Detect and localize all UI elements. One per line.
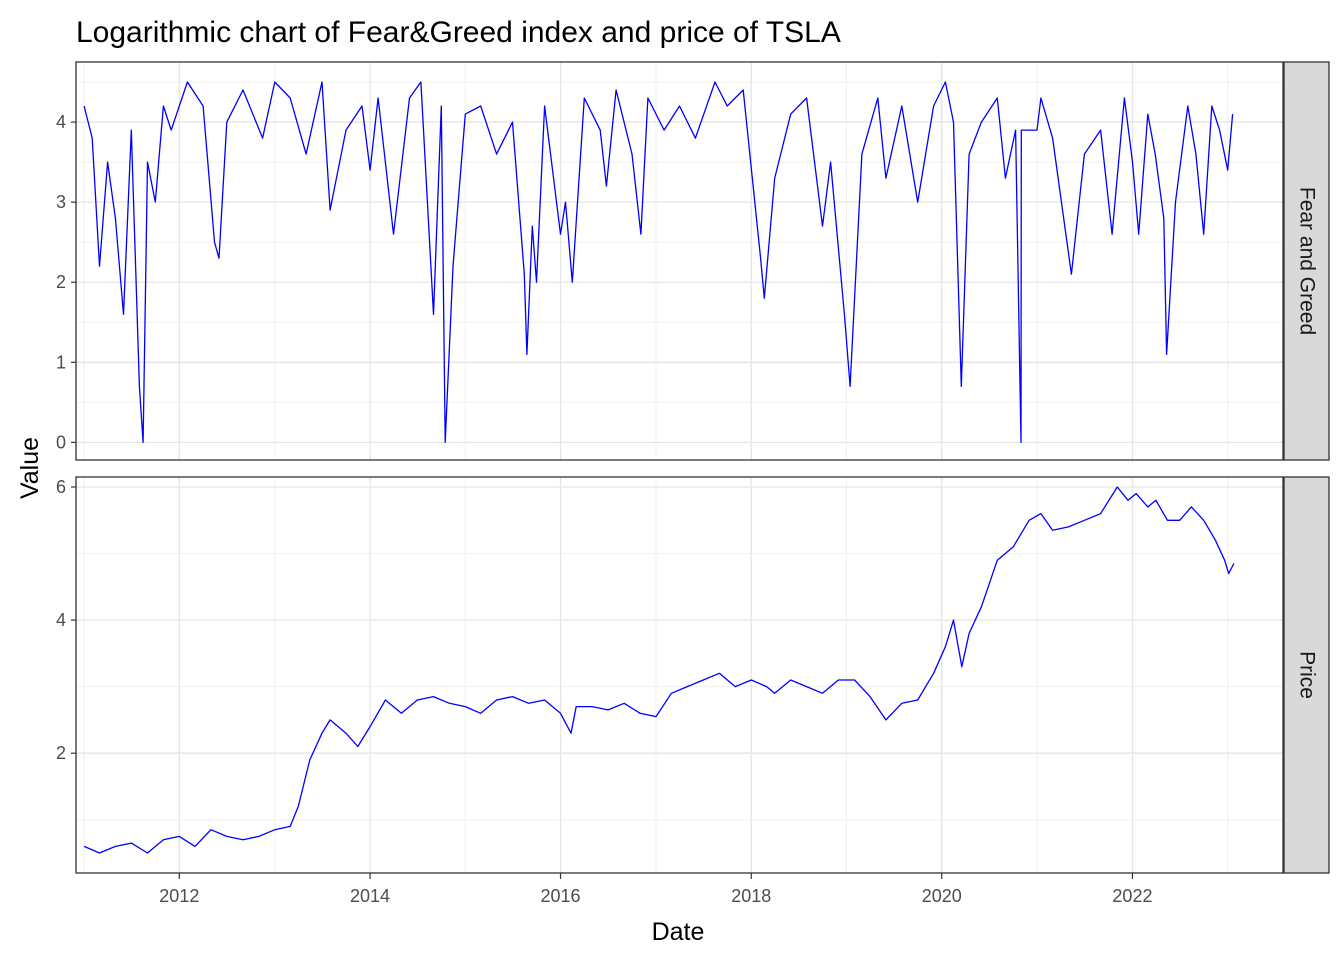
- y-tick-label: 4: [56, 610, 66, 630]
- panel-background: [76, 477, 1283, 873]
- panel-border: [75, 61, 1284, 461]
- panel-background: [76, 62, 1283, 460]
- x-tick-label: 2022: [1112, 886, 1152, 906]
- facet-strip: [1283, 476, 1330, 874]
- y-tick-label: 2: [56, 272, 66, 292]
- panel-0: 0 1 2 3 4 Fear and Greed: [56, 61, 1330, 461]
- facet-strip: [1283, 61, 1330, 461]
- x-tick-label: 2018: [731, 886, 771, 906]
- panel-1: 2 4 6 Price: [56, 476, 1330, 874]
- series-line-1-0: [83, 486, 1235, 854]
- chart-title: Logarithmic chart of Fear&Greed index an…: [76, 16, 841, 49]
- panel-border: [75, 476, 1284, 874]
- y-tick-label: 2: [56, 743, 66, 763]
- facet-strip-label: Fear and Greed: [1296, 187, 1319, 335]
- y-tick-label: 4: [56, 112, 66, 132]
- x-tick-label: 2020: [922, 886, 962, 906]
- x-axis: 2012 2014 2016 2018 2020 2022: [159, 873, 1152, 906]
- x-tick-label: 2012: [159, 886, 199, 906]
- x-tick-label: 2014: [350, 886, 390, 906]
- facet-strip-label: Price: [1296, 651, 1319, 699]
- y-tick-label: 6: [56, 477, 66, 497]
- series-line-0-0: [83, 81, 1234, 444]
- y-axis-title: Value: [16, 437, 44, 499]
- x-tick-label: 2016: [540, 886, 580, 906]
- y-tick-label: 3: [56, 192, 66, 212]
- y-tick-label: 0: [56, 432, 66, 452]
- x-axis-title: Date: [652, 918, 705, 946]
- y-tick-label: 1: [56, 352, 66, 372]
